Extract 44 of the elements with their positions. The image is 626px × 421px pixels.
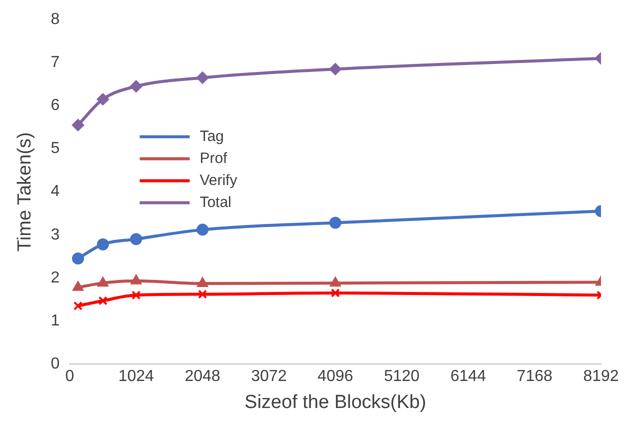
x-tick-label: 4096: [318, 368, 354, 386]
point: [196, 72, 209, 84]
x-tick-label: 5120: [384, 368, 420, 386]
point: [96, 93, 109, 106]
point: [329, 63, 342, 76]
y-tick-label: 1: [50, 312, 60, 330]
y-tick-label: 2: [50, 269, 60, 286]
point: [96, 238, 109, 250]
x-tick-label: 2048: [184, 368, 220, 386]
x-tick-label: 3072: [251, 368, 287, 386]
legend-label: Tag: [200, 128, 224, 145]
y-tick-label: 8: [50, 11, 60, 28]
point: [196, 224, 209, 236]
legend-label: Total: [200, 194, 232, 211]
x-tick-label: 1024: [118, 368, 154, 386]
point: [130, 274, 142, 284]
point: [72, 252, 84, 265]
point: [98, 296, 108, 306]
y-axis-title: Time Taken(s): [14, 132, 36, 252]
y-tick-label: 5: [50, 140, 60, 158]
point: [73, 301, 83, 310]
x-tick-label: 6144: [450, 368, 486, 386]
x-axis-title: Sizeof the Blocks(Kb): [244, 392, 426, 413]
x-tick-label: 0: [65, 368, 74, 386]
point: [197, 277, 208, 287]
y-tick-label: 6: [50, 97, 60, 114]
point: [130, 233, 142, 246]
x-tick-label: 7168: [516, 368, 552, 386]
point: [130, 80, 142, 92]
point: [98, 277, 108, 287]
point: [330, 288, 340, 298]
y-tick-label: 3: [50, 226, 60, 244]
x-tick-label: 8192: [583, 368, 619, 386]
point: [330, 277, 341, 287]
point: [329, 216, 342, 229]
y-tick-label: 0: [50, 355, 60, 372]
point: [198, 290, 208, 299]
point: [132, 290, 141, 300]
y-tick-label: 7: [50, 54, 60, 72]
y-tick-label: 4: [50, 183, 60, 200]
point: [72, 281, 84, 291]
point: [72, 119, 84, 132]
legend-label: Prof: [200, 150, 228, 167]
legend-label: Verify: [200, 172, 238, 189]
